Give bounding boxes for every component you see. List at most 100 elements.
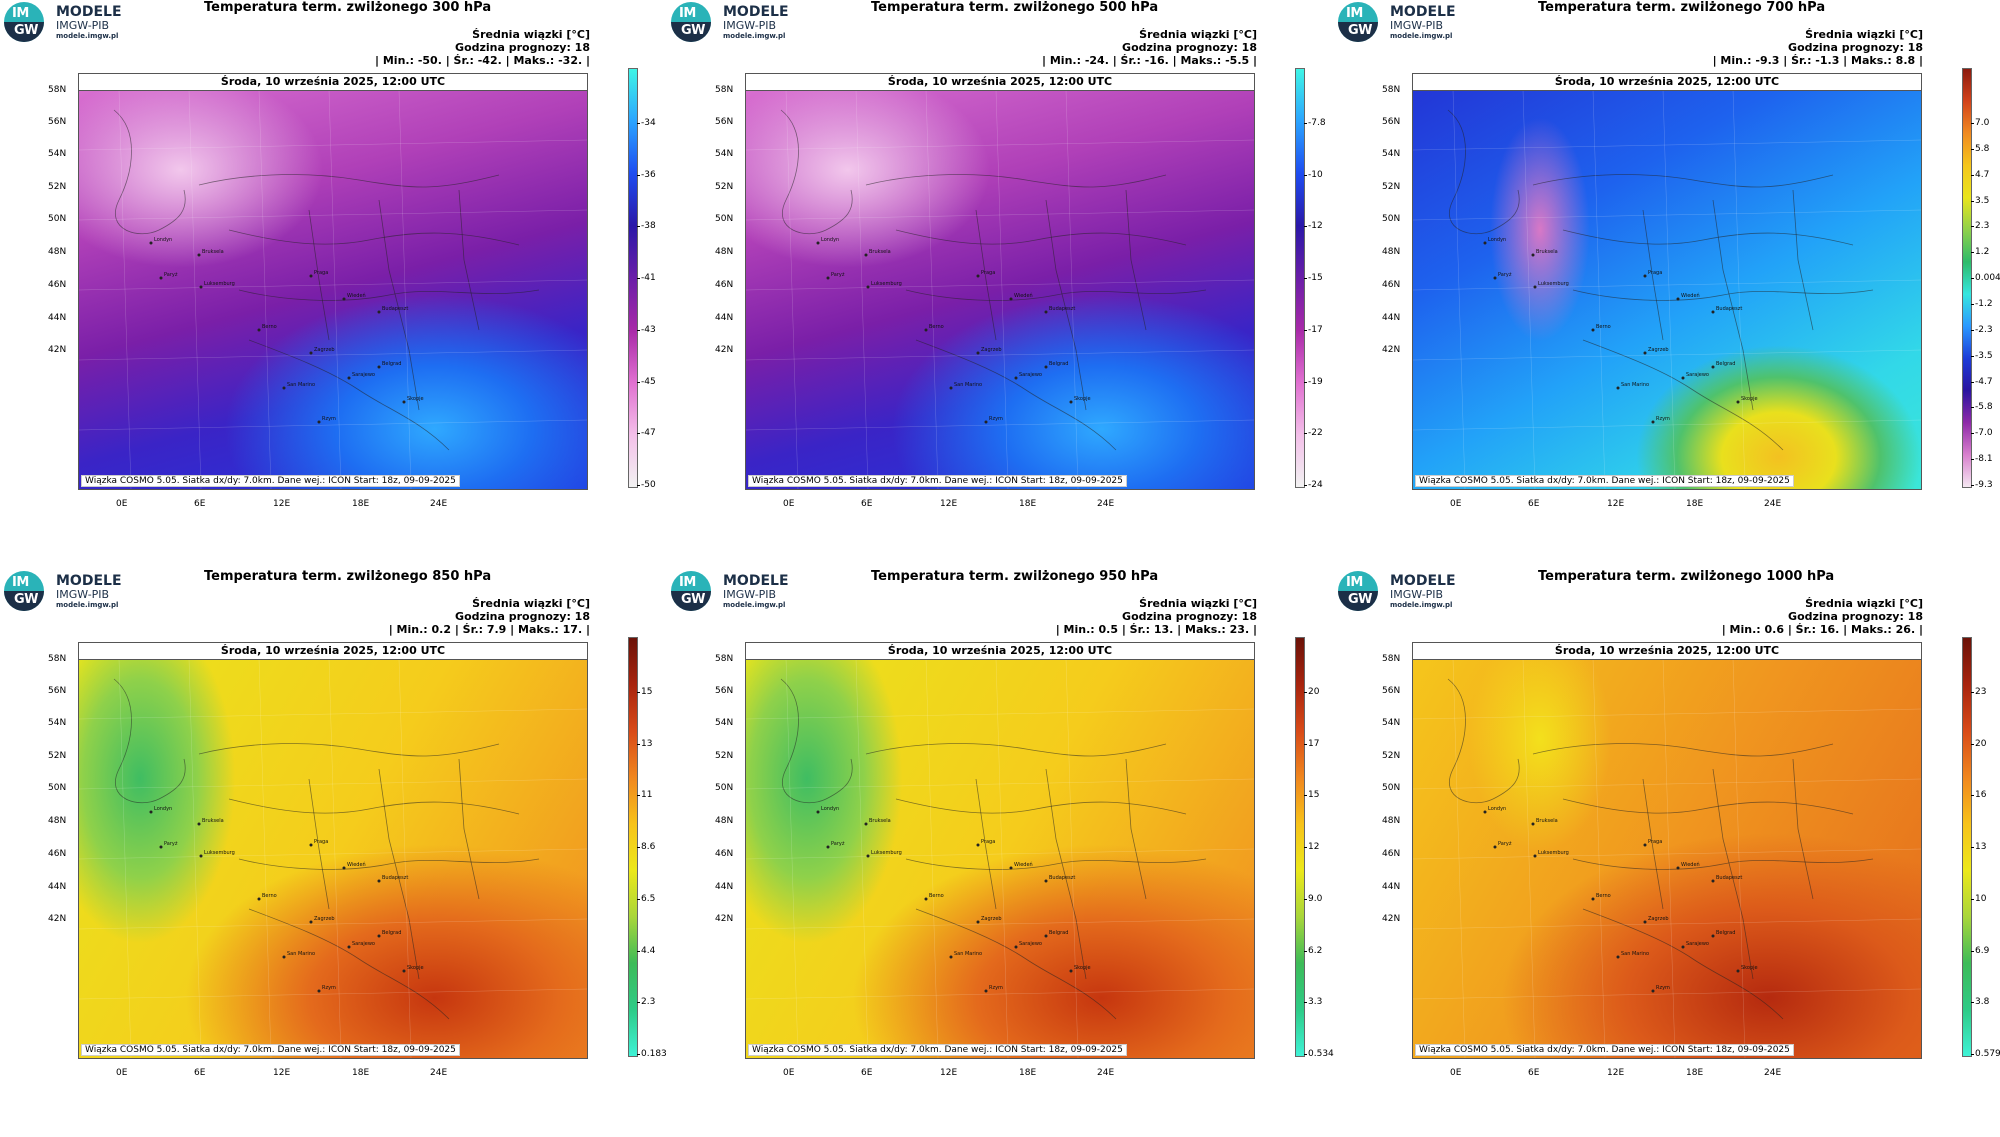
city-dot: [826, 276, 830, 280]
graticule-lines: [1413, 659, 1921, 1058]
country-border-lines: [780, 109, 1207, 451]
latitude-tick-label: 50N: [48, 214, 67, 224]
latitude-tick-label: 48N: [1382, 247, 1401, 257]
city-dot: [1591, 897, 1595, 901]
map-frame[interactable]: Środa, 10 września 2025, 12:00 UTC Londy…: [745, 73, 1255, 490]
latitude-tick-label: 52N: [715, 182, 734, 192]
panel-stats: | Min.: 0.6 | Śr.: 16. | Maks.: 26. |: [1721, 623, 1923, 636]
imgw-logo[interactable]: IM GW MODELE IMGW-PIB modele.imgw.pl: [671, 2, 821, 46]
city-dot: [1711, 310, 1715, 314]
imgw-logo[interactable]: IM GW MODELE IMGW-PIB modele.imgw.pl: [1338, 571, 1488, 615]
map-frame[interactable]: Środa, 10 września 2025, 12:00 UTC Londy…: [78, 73, 588, 490]
colorbar-tick-label: -36: [637, 170, 656, 180]
colorbar-tick-label: 6.2: [1303, 946, 1323, 956]
logo-line3: modele.imgw.pl: [723, 32, 786, 40]
city-dot: [924, 328, 928, 332]
temperature-field: [79, 659, 587, 1058]
longitude-tick-label: 24E: [430, 1068, 448, 1078]
latitude-tick-label: 44N: [715, 882, 734, 892]
colorbar-tick-label: -43: [637, 325, 656, 335]
map-footer: Wiązka COSMO 5.05. Siatka dx/dy: 7.0km. …: [748, 475, 1127, 487]
latitude-tick-label: 54N: [1382, 149, 1401, 159]
info-line-unit: Średnia wiązki [°C]: [1805, 28, 1923, 41]
city-label: Belgrad: [1049, 930, 1068, 936]
city-label: Sarajewo: [1686, 941, 1709, 947]
city-label: Belgrad: [1716, 930, 1735, 936]
colorbar-tick-label: 6.9: [1970, 946, 1990, 956]
city-dot: [309, 351, 313, 355]
city-label: Luksemburg: [204, 850, 235, 856]
city-dot: [1651, 989, 1655, 993]
imgw-logo[interactable]: IM GW MODELE IMGW-PIB modele.imgw.pl: [4, 2, 154, 46]
map-overlay: Londyn Bruksela Paryż Luksemburg Praga Wiedeń…: [746, 90, 1254, 489]
city-label: Belgrad: [382, 361, 401, 367]
city-dot: [402, 400, 406, 404]
imgw-logo[interactable]: IM GW MODELE IMGW-PIB modele.imgw.pl: [1338, 2, 1488, 46]
imgw-logo-icon: IM GW: [671, 2, 711, 42]
panel-info: Średnia wiązki [°C] Godzina prognozy: 18: [455, 28, 590, 54]
latitude-tick-label: 48N: [1382, 816, 1401, 826]
logo-disc-top-text: IM: [12, 6, 29, 21]
city-dot: [377, 934, 381, 938]
city-label: Rzym: [989, 416, 1003, 422]
colorbar-tick-label: 2.3: [636, 997, 656, 1007]
city-dot: [826, 845, 830, 849]
map-frame[interactable]: Środa, 10 września 2025, 12:00 UTC Londy…: [745, 642, 1255, 1059]
city-dot: [864, 253, 868, 257]
latitude-tick-label: 58N: [1382, 85, 1401, 95]
logo-line1: MODELE: [1390, 4, 1456, 20]
logo-line2: IMGW-PIB: [723, 588, 777, 601]
colorbar-tick-label: -15: [1304, 273, 1323, 283]
latitude-tick-label: 56N: [715, 117, 734, 127]
map-date-header: Środa, 10 września 2025, 12:00 UTC: [79, 643, 587, 660]
colorbar-tick-label: 0.00466: [1970, 273, 2000, 283]
city-label: Wiedeń: [347, 292, 366, 299]
longitude-tick-label: 6E: [861, 1068, 873, 1078]
city-label: Sarajewo: [1019, 941, 1042, 947]
city-label: San Marino: [954, 382, 982, 388]
colorbar-tick-label: 13: [636, 739, 653, 749]
city-label: Sarajewo: [1019, 372, 1042, 378]
panel-title: Temperatura term. zwilżonego 1000 hPa: [1538, 569, 1835, 584]
forecast-panel-2: IM GW MODELE IMGW-PIB modele.imgw.pl Tem…: [667, 0, 1334, 569]
latitude-tick-label: 48N: [715, 247, 734, 257]
map-footer: Wiązka COSMO 5.05. Siatka dx/dy: 7.0km. …: [1415, 1044, 1794, 1056]
graticule-lines: [79, 90, 587, 489]
colorbar-tick-label: -7.8: [1304, 118, 1326, 128]
city-label: San Marino: [1621, 951, 1649, 957]
city-dot: [199, 285, 203, 289]
latitude-tick-label: 54N: [48, 718, 67, 728]
longitude-tick-label: 24E: [1764, 1068, 1782, 1078]
longitude-tick-label: 18E: [1019, 499, 1037, 509]
map-overlay: Londyn Bruksela Paryż Luksemburg Praga Wiedeń…: [79, 659, 587, 1058]
city-dot: [1044, 365, 1048, 369]
imgw-logo[interactable]: IM GW MODELE IMGW-PIB modele.imgw.pl: [671, 571, 821, 615]
info-line-forecast-hour: Godzina prognozy: 18: [455, 40, 590, 54]
latitude-tick-label: 42N: [1382, 914, 1401, 924]
forecast-panel-6: IM GW MODELE IMGW-PIB modele.imgw.pl Tem…: [1334, 569, 2000, 1137]
panel-stats: | Min.: -50. | Śr.: -42. | Maks.: -32. |: [375, 54, 590, 67]
latitude-tick-label: 50N: [1382, 783, 1401, 793]
city-label: Zagrzeb: [314, 916, 335, 922]
imgw-logo[interactable]: IM GW MODELE IMGW-PIB modele.imgw.pl: [4, 571, 154, 615]
colorbar-tick-label: 4.4: [636, 946, 656, 956]
logo-disc-top-text: IM: [679, 6, 696, 21]
city-label: Berno: [262, 324, 277, 330]
city-label: Sarajewo: [1686, 372, 1709, 378]
colorbar-tick-label: 12: [1303, 842, 1320, 852]
map-date-header: Środa, 10 września 2025, 12:00 UTC: [746, 74, 1254, 91]
map-footer: Wiązka COSMO 5.05. Siatka dx/dy: 7.0km. …: [81, 1044, 460, 1056]
latitude-tick-label: 52N: [715, 751, 734, 761]
colorbar-tick-label: -19: [1304, 377, 1323, 387]
city-dot: [1643, 274, 1647, 278]
map-frame[interactable]: Środa, 10 września 2025, 12:00 UTC Londy…: [1412, 73, 1922, 490]
latitude-tick-label: 50N: [715, 214, 734, 224]
map-frame[interactable]: Środa, 10 września 2025, 12:00 UTC Londy…: [78, 642, 588, 1059]
longitude-tick-label: 0E: [1450, 499, 1462, 509]
city-label: Luksemburg: [1538, 850, 1569, 856]
map-frame[interactable]: Środa, 10 września 2025, 12:00 UTC Londy…: [1412, 642, 1922, 1059]
city-dot: [1643, 843, 1647, 847]
colorbar-tick-label: -41: [637, 273, 656, 283]
colorbar-tick-label: -8.1: [1971, 454, 1993, 464]
colorbar-tick-label: -17: [1304, 325, 1323, 335]
